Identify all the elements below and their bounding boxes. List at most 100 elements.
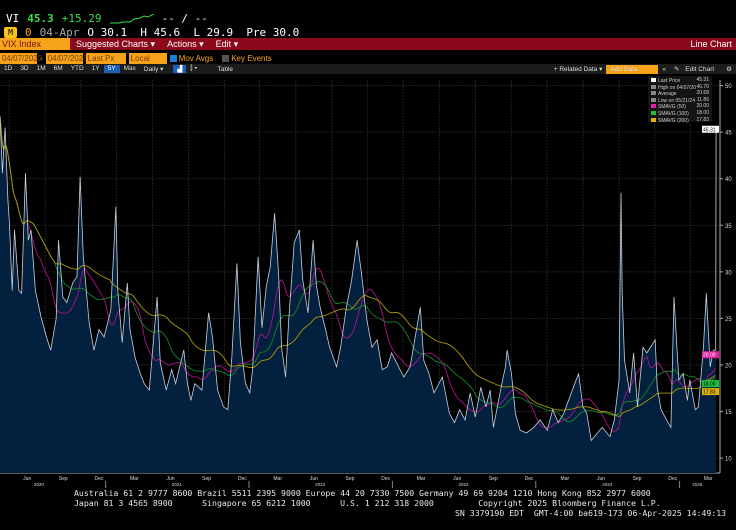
x-tick-label: Sep — [346, 476, 355, 482]
bar-chart-type-icon[interactable]: ⫿ ▾ — [190, 65, 198, 72]
x-tick-label: Mar — [130, 476, 139, 482]
footer-session: SN 3379190 EDT GMT-4:00 ba619-173 06-Apr… — [455, 508, 727, 518]
legend-value: 20.68 — [696, 90, 709, 97]
table-button[interactable]: Table — [217, 65, 234, 73]
legend-value: 18.00 — [696, 109, 709, 116]
edit-menu[interactable]: Edit ▾ — [215, 38, 239, 49]
price-tag-label: 20.00 — [703, 353, 716, 359]
legend-label-wrap: SMAVG (200) — [651, 117, 689, 125]
period-ytd[interactable]: YTD — [70, 65, 84, 72]
x-tick-label: Jun — [310, 476, 318, 482]
add-data-input[interactable]: Add Data — [606, 64, 659, 74]
date-separator: - — [40, 54, 43, 63]
legend-label-wrap: SMAVG (100) — [651, 110, 689, 118]
edit-chart-button[interactable]: ✎ Edit Chart — [670, 65, 722, 73]
period-max[interactable]: Max — [123, 65, 136, 72]
gear-icon[interactable]: ⚙ — [726, 66, 732, 73]
y-tick-label: 40 — [725, 177, 732, 183]
price-tag-label: 17.83 — [703, 390, 716, 396]
actions-menu[interactable]: Actions ▾ — [167, 38, 204, 49]
price-tag — [702, 125, 719, 133]
ticker: VI — [6, 12, 20, 25]
x-tick-label: Sep — [633, 476, 642, 482]
legend-item[interactable]: SMAVG (50) 20.00 — [651, 104, 709, 111]
related-data-menu[interactable]: + Related Data ▾ — [553, 66, 603, 73]
y-tick-label: 50 — [725, 84, 732, 90]
x-tick-label: Jun — [453, 476, 461, 482]
mov-avgs-label: Mov Avgs — [178, 54, 214, 63]
legend-swatch-icon — [651, 84, 656, 89]
y-tick-label: 30 — [725, 270, 732, 276]
checkbox-checked-icon — [169, 55, 177, 63]
legend-item[interactable]: SMAVG (200) 17.83 — [651, 117, 709, 125]
suggested-charts-menu[interactable]: Suggested Charts ▾ — [76, 38, 156, 49]
sma-line — [0, 116, 716, 417]
security-input[interactable]: VIX Index — [0, 38, 70, 50]
period-buttons: 1D 3D 1M 6M YTD 1Y 5Y Max Daily ▾ — [0, 65, 167, 73]
legend-value: 11.86 — [696, 96, 709, 103]
legend-swatch-icon — [651, 110, 656, 115]
legend-swatch-icon — [651, 97, 656, 102]
legend-value: 20.00 — [696, 103, 709, 110]
x-year-label: 2023 — [458, 482, 469, 487]
line-chart-type-icon[interactable]: ▟ — [173, 65, 187, 73]
period-5y[interactable]: 5Y — [103, 65, 120, 73]
price-tag-label: 18.00 — [703, 382, 716, 388]
end-date-input[interactable]: 04/07/2025 — [45, 53, 88, 64]
legend-item[interactable]: High on 04/07/20 46.70 — [651, 84, 709, 92]
legend-swatch-icon — [651, 117, 656, 122]
period-1d[interactable]: 1D — [4, 65, 13, 72]
period-daily[interactable]: Daily ▾ — [143, 66, 164, 73]
legend-label: SMAVG (50) — [658, 104, 686, 111]
x-year-label: 2020 — [34, 482, 45, 487]
y-tick-label: 25 — [725, 317, 732, 323]
start-date-input[interactable]: 04/07/2020 — [0, 53, 43, 64]
legend-item[interactable]: SMAVG (100) 18.00 — [651, 109, 709, 118]
menu-bar: VIX Index Suggested Charts ▾ Actions ▾ E… — [0, 38, 736, 50]
mov-avgs-toggle[interactable]: Mov Avgs — [169, 54, 214, 63]
legend-label: Last Price — [658, 78, 681, 84]
price-tag — [702, 388, 719, 396]
footer-contacts-1: Australia 61 2 9777 8600 Brazil 5511 239… — [74, 488, 651, 498]
legend-item[interactable]: Average 20.68 — [651, 91, 709, 98]
price-line — [0, 116, 717, 442]
legend-value: 45.31 — [696, 77, 709, 83]
field-select[interactable]: Last Px — [85, 53, 126, 64]
bid-ask: -- / -- — [161, 12, 208, 25]
x-tick-label: Dec — [525, 476, 534, 482]
x-tick-label: Dec — [238, 476, 247, 482]
x-tick-label: Dec — [668, 476, 677, 482]
sparkline-icon — [109, 13, 154, 23]
period-6m[interactable]: 6M — [53, 65, 63, 72]
x-year-label: 2025 — [692, 482, 703, 487]
key-events-toggle[interactable]: Key Events — [222, 54, 272, 63]
legend-label: Low on 05/21/24 — [658, 97, 695, 104]
x-tick-label: Sep — [489, 476, 498, 482]
legend-item[interactable]: Last Price 45.31 — [651, 77, 709, 85]
open-label: 0 — [25, 26, 32, 39]
key-events-label: Key Events — [231, 54, 272, 63]
y-tick-label: 15 — [725, 410, 732, 416]
y-tick-label: 45 — [725, 131, 732, 137]
chart-type-label: Line Chart — [690, 39, 732, 49]
period-3d[interactable]: 3D — [20, 65, 29, 72]
legend-label-wrap: Low on 05/21/24 — [651, 97, 695, 105]
legend-swatch-icon — [651, 91, 656, 96]
price-tag-label: 45.31 — [703, 127, 716, 133]
y-tick-label: 10 — [725, 457, 732, 463]
legend-item[interactable]: Low on 05/21/24 11.86 — [651, 96, 709, 105]
quote-date: 04-Apr — [39, 26, 80, 39]
controls-row: 04/07/2020 - 04/07/2025 Last Px Local CC… — [0, 53, 272, 74]
x-tick-label: Jun — [597, 476, 605, 482]
exchange-icon: M — [4, 27, 17, 38]
period-1m[interactable]: 1M — [36, 65, 46, 72]
legend-label: SMAVG (100) — [658, 110, 689, 117]
collapse-icon[interactable]: « — [662, 65, 666, 73]
currency-select[interactable]: Local CCY — [128, 53, 167, 74]
period-1y[interactable]: 1Y — [91, 65, 100, 72]
footer-contacts-2: Japan 81 3 4565 8900 Singapore 65 6212 1… — [74, 498, 661, 508]
checkbox-icon — [222, 55, 230, 63]
legend-label: High on 04/07/20 — [658, 84, 697, 91]
x-tick-label: Mar — [704, 476, 713, 482]
